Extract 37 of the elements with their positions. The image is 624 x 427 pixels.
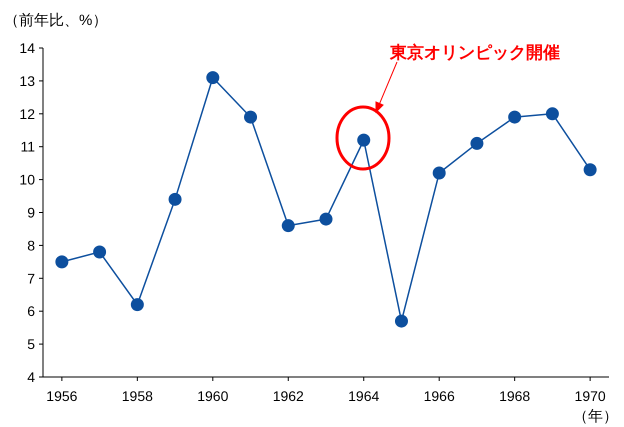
y-tick-label: 13 — [19, 72, 36, 89]
x-tick-label: 1964 — [348, 388, 380, 404]
annotation: 東京オリンピック開催 — [389, 43, 560, 62]
point — [320, 212, 332, 226]
point — [546, 107, 559, 120]
point — [470, 136, 484, 150]
y-tick-label: 12 — [19, 106, 36, 122]
point — [584, 163, 597, 176]
point — [394, 314, 408, 328]
point — [244, 110, 258, 124]
x-tick-label: 1960 — [197, 388, 229, 404]
y-tick-label: 6 — [27, 303, 36, 320]
point — [282, 219, 295, 232]
point — [206, 71, 220, 84]
point — [93, 245, 106, 258]
point — [168, 192, 182, 206]
x-tick-label: 1956 — [46, 388, 78, 404]
point — [357, 134, 370, 147]
y-tick-label: 9 — [27, 204, 36, 220]
y-tick-label: 4 — [27, 369, 36, 385]
y-tick-label: 14 — [19, 40, 36, 56]
y-tick-label: 5 — [27, 336, 36, 352]
x-tick-label: 1962 — [272, 388, 304, 404]
x-tick-label: 1970 — [574, 388, 606, 404]
y-tick-label: 8 — [27, 237, 36, 254]
x-tick-label: 1968 — [499, 388, 530, 404]
point — [432, 166, 446, 180]
y-axis-title: （前年比、%） — [4, 12, 108, 29]
x-tick-label: 1966 — [424, 388, 455, 404]
point — [55, 255, 68, 268]
point — [130, 298, 144, 312]
y-tick-label: 7 — [27, 270, 36, 286]
x-axis-title: （年） — [573, 408, 618, 425]
x-tick-label: 1958 — [122, 388, 154, 404]
y-tick-label: 10 — [19, 172, 36, 188]
point — [508, 110, 522, 124]
y-tick-label: 11 — [20, 138, 36, 155]
